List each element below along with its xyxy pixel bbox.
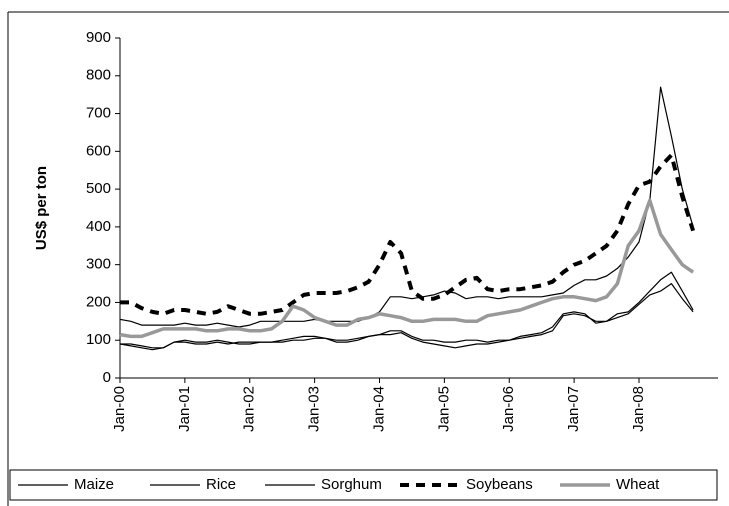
y-tick-label: 600 bbox=[86, 142, 111, 159]
series-line bbox=[119, 271, 694, 351]
x-tick-label: Jan-00 bbox=[111, 386, 128, 432]
x-tick-label: Jan-03 bbox=[306, 386, 323, 432]
y-tick-label: 100 bbox=[86, 331, 111, 348]
x-tick-label: Jan-02 bbox=[241, 386, 258, 432]
legend-label: Sorghum bbox=[321, 476, 382, 493]
x-tick-label: Jan-08 bbox=[630, 386, 647, 432]
y-tick-label: 200 bbox=[86, 293, 111, 310]
legend-label: Maize bbox=[74, 476, 114, 493]
legend-label: Soybeans bbox=[466, 476, 533, 493]
y-tick-label: 300 bbox=[86, 256, 111, 273]
legend bbox=[9, 469, 718, 501]
x-tick-label: Jan-05 bbox=[435, 386, 452, 432]
x-tick-label: Jan-06 bbox=[500, 386, 517, 432]
x-tick-label: Jan-07 bbox=[565, 386, 582, 432]
y-tick-label: 500 bbox=[86, 180, 111, 197]
y-tick-label: 900 bbox=[86, 29, 111, 46]
y-tick-label: 0 bbox=[103, 369, 111, 386]
y-axis-label: US$ per ton bbox=[33, 166, 50, 250]
x-tick-label: Jan-04 bbox=[370, 386, 387, 432]
legend-label: Wheat bbox=[616, 476, 660, 493]
legend-label: Rice bbox=[206, 476, 236, 493]
y-tick-label: 700 bbox=[86, 105, 111, 122]
series-line bbox=[119, 198, 695, 339]
x-tick-label: Jan-01 bbox=[176, 386, 193, 432]
series-line bbox=[119, 86, 694, 328]
series-line bbox=[120, 153, 696, 316]
y-tick-label: 800 bbox=[86, 67, 111, 84]
series-line bbox=[120, 283, 694, 349]
y-tick-label: 400 bbox=[86, 218, 111, 235]
